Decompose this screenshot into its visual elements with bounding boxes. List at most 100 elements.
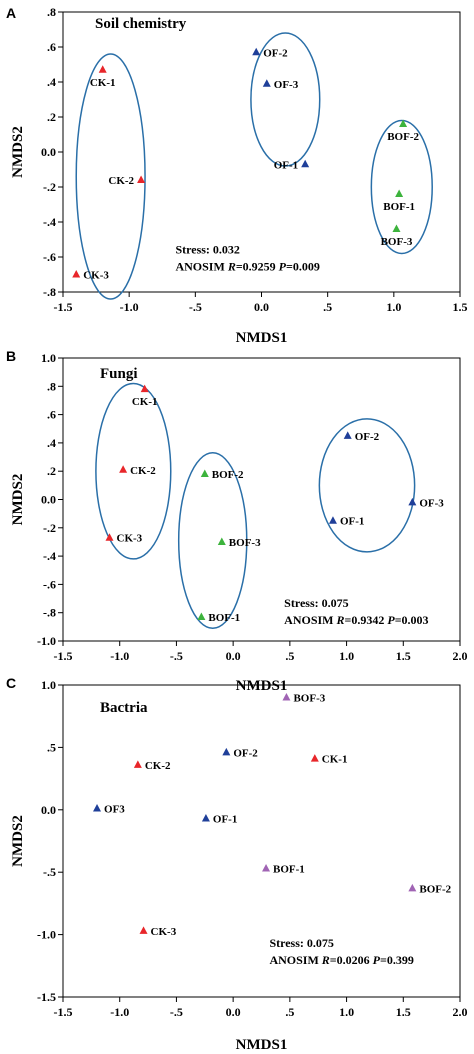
y-axis-title: NMDS2 — [10, 474, 26, 526]
group-ellipse — [250, 32, 321, 167]
x-tick-label: 0.0 — [226, 1005, 241, 1019]
x-tick-label: -1.5 — [54, 1005, 73, 1019]
x-axis-title: NMDS1 — [236, 678, 288, 694]
data-point-triangle — [217, 537, 226, 545]
group-ellipse — [370, 119, 433, 255]
point-label: BOF-2 — [419, 883, 451, 895]
data-point-triangle — [282, 692, 291, 701]
y-tick-label: -.4 — [43, 549, 56, 563]
y-tick-label: -1.0 — [37, 928, 56, 942]
x-tick-label: 2.0 — [453, 1005, 468, 1019]
point-label: OF-1 — [274, 159, 298, 171]
data-point-triangle — [140, 384, 149, 393]
y-tick-label: -.8 — [43, 606, 56, 620]
x-axis-title: NMDS1 — [236, 1037, 288, 1053]
data-point-triangle — [201, 814, 210, 822]
y-tick-label: .4 — [47, 75, 56, 89]
data-point-triangle — [408, 883, 417, 892]
data-point-triangle — [399, 119, 408, 127]
point-label: OF-2 — [233, 747, 258, 759]
data-point-triangle — [139, 926, 148, 934]
anosim-p-symbol: P — [387, 613, 395, 627]
x-tick-label: -1.0 — [110, 1005, 129, 1019]
anosim-r-symbol: R — [227, 260, 236, 274]
y-axis-title: NMDS2 — [10, 126, 26, 178]
point-label: OF-1 — [213, 814, 237, 826]
plot-frame — [62, 684, 461, 998]
panel-letter: C — [6, 675, 16, 691]
y-tick-label: .2 — [47, 464, 56, 478]
x-tick-label: 1.0 — [339, 1005, 354, 1019]
anosim-p-value: =0.009 — [286, 260, 320, 274]
y-tick-label: -1.0 — [37, 634, 56, 648]
x-tick-label: .5 — [285, 1005, 294, 1019]
x-tick-label: -1.5 — [54, 300, 73, 314]
x-tick-label: 1.0 — [386, 300, 401, 314]
x-tick-label: .5 — [323, 300, 332, 314]
panel-letter: B — [6, 348, 16, 364]
panel-a-soil-chemistry: A Soil chemistry -1.5 -1.0 -.5 0.0 .5 1.0 1.5 .8.… — [6, 5, 468, 346]
point-label: CK-3 — [117, 533, 143, 545]
anosim-p-symbol: P — [279, 260, 287, 274]
point-label: CK-1 — [132, 396, 158, 408]
anosim-r-symbol: R — [321, 953, 330, 967]
anosim-p-value: =0.003 — [395, 613, 429, 627]
x-tick-label: 1.5 — [396, 1005, 411, 1019]
anosim-r-value: =0.9259 — [236, 260, 279, 274]
anosim-annotation: ANOSIM R=0.0206 P=0.399 — [269, 953, 413, 967]
x-tick-label: -1.0 — [120, 300, 139, 314]
x-tick-label: -.5 — [170, 649, 183, 663]
data-point-triangle — [72, 270, 81, 278]
point-label: CK-3 — [83, 270, 109, 282]
y-tick-label: -.6 — [43, 250, 56, 264]
anosim-annotation: ANOSIM R=0.9259 P=0.009 — [175, 260, 319, 274]
x-tick-label: 1.0 — [339, 649, 354, 663]
x-tick-label: -.5 — [189, 300, 202, 314]
data-point-triangle — [328, 516, 337, 524]
anosim-p-symbol: P — [373, 953, 381, 967]
group-ellipse — [318, 418, 416, 553]
stress-annotation: Stress: 0.075 — [269, 936, 333, 950]
panel-title: Fungi — [100, 366, 138, 382]
anosim-p-value: =0.399 — [380, 953, 414, 967]
anosim-annotation: ANOSIM R=0.9342 P=0.003 — [284, 613, 428, 627]
anosim-r-symbol: R — [336, 613, 345, 627]
data-point-triangle — [197, 612, 206, 620]
y-tick-label: -.5 — [43, 865, 56, 879]
y-tick-label: 0.0 — [41, 493, 56, 507]
x-tick-label: 0.0 — [254, 300, 269, 314]
point-label: CK-2 — [145, 760, 171, 772]
group-ellipse — [75, 53, 146, 300]
y-tick-label: .5 — [47, 740, 56, 754]
x-tick-label: 1.5 — [396, 649, 411, 663]
data-point-triangle — [252, 47, 261, 56]
y-tick-label: 0.0 — [41, 145, 56, 159]
panel-title: Soil chemistry — [95, 16, 187, 32]
data-point-triangle — [93, 804, 102, 812]
x-tick-label: 0.0 — [226, 649, 241, 663]
x-tick-label: 2.0 — [453, 649, 468, 663]
point-label: BOF-1 — [383, 201, 415, 213]
y-tick-label: .2 — [47, 110, 56, 124]
y-tick-label: -.2 — [43, 180, 56, 194]
data-point-triangle — [343, 431, 352, 439]
point-label: BOF-3 — [381, 236, 413, 248]
point-label: BOF-1 — [273, 863, 305, 875]
point-label: OF-2 — [263, 47, 288, 59]
point-label: OF-1 — [340, 516, 364, 528]
y-tick-label: -.8 — [43, 285, 56, 299]
anosim-r-value: =0.9342 — [345, 613, 388, 627]
point-label: CK-1 — [322, 754, 348, 766]
point-label: BOF-3 — [229, 537, 261, 549]
data-point-triangle — [98, 65, 107, 73]
x-tick-label: 1.5 — [453, 300, 468, 314]
y-tick-label: .4 — [47, 436, 56, 450]
y-axis-title: NMDS2 — [10, 815, 26, 867]
group-ellipse — [177, 452, 248, 630]
x-tick-label: -1.5 — [54, 649, 73, 663]
point-label: CK-1 — [90, 77, 116, 89]
anosim-prefix: ANOSIM — [269, 953, 321, 967]
group-ellipse — [95, 382, 172, 560]
data-point-triangle — [262, 79, 271, 87]
